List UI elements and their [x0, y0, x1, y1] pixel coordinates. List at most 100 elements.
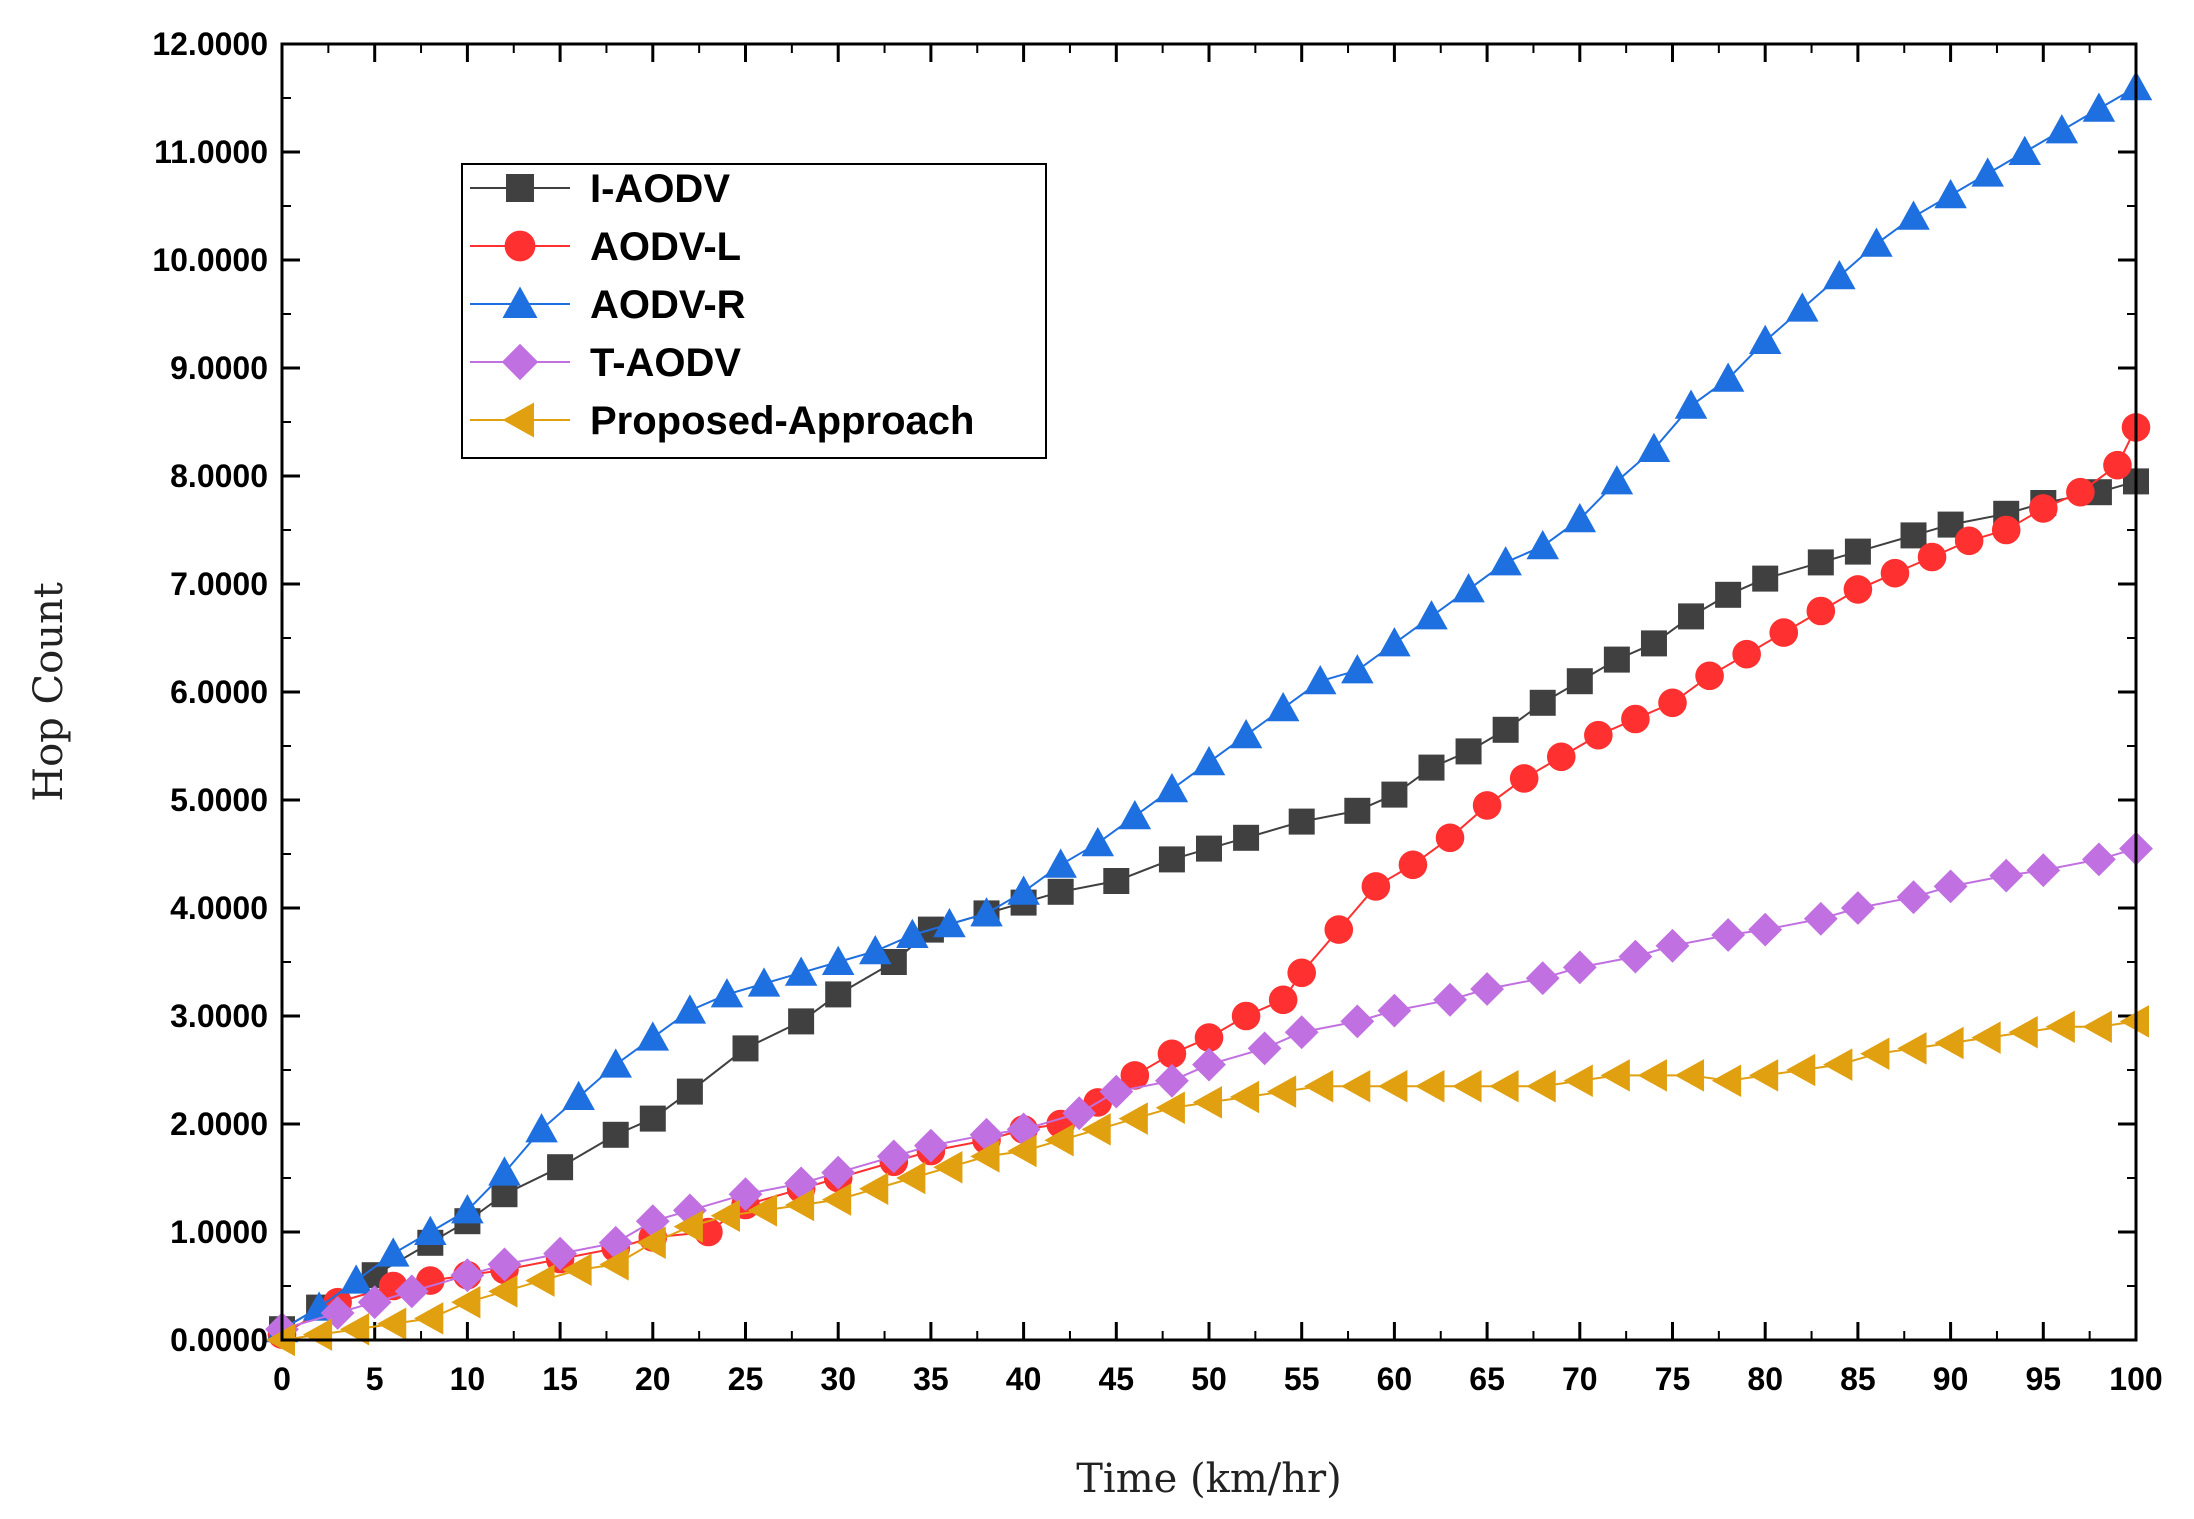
data-point: [1081, 1113, 1111, 1146]
data-point: [1415, 600, 1448, 630]
x-tick-label: 80: [1747, 1361, 1783, 1397]
legend-item: Proposed-Approach: [470, 399, 974, 443]
data-point: [1007, 875, 1040, 905]
data-point: [1268, 985, 1298, 1015]
data-point: [1155, 1063, 1189, 1098]
data-point: [394, 1274, 429, 1309]
y-tick-label: 7.0000: [170, 566, 268, 602]
data-point: [1954, 526, 1984, 556]
data-point: [1247, 1031, 1282, 1066]
data-point: [876, 1139, 911, 1174]
data-point: [1695, 661, 1724, 691]
x-tick-label: 45: [1099, 1361, 1135, 1397]
x-tick-labels: 0 5 10 15 20 25 30 35 40 45 50 55 60 65 70 75 80 85 90 95 10…: [273, 1361, 2163, 1397]
x-tick-label: 35: [913, 1361, 949, 1397]
data-point: [1563, 502, 1597, 533]
y-tick-labels: 0.0000 1.0000 2.0000 3.0000 4.0000 5.0000 6.00…: [152, 26, 268, 1358]
data-point: [970, 1140, 1000, 1173]
data-point: [376, 1237, 410, 1267]
x-axis-title: Time (km/hr): [1076, 1456, 1342, 1502]
data-point: [933, 1150, 963, 1184]
data-point: [547, 1154, 574, 1181]
data-point: [728, 1177, 763, 1212]
data-point: [859, 934, 892, 965]
data-point: [1233, 824, 1260, 851]
data-point: [1752, 565, 1779, 592]
y-tick-label: 0.0000: [170, 1322, 268, 1358]
data-point: [635, 1204, 670, 1239]
data-point: [451, 1194, 484, 1224]
data-point: [1529, 689, 1556, 716]
y-tick-label: 3.0000: [170, 998, 268, 1034]
data-point: [784, 1166, 819, 1201]
data-point: [1732, 639, 1761, 669]
data-point: [1546, 742, 1576, 772]
legend-item: I-AODV: [470, 167, 730, 211]
x-tick-label: 70: [1562, 1361, 1598, 1397]
data-point: [525, 1113, 558, 1143]
data-point: [639, 1105, 666, 1132]
data-point: [1934, 178, 1967, 209]
data-point: [747, 1194, 778, 1227]
data-point: [821, 1155, 856, 1190]
data-point: [970, 897, 1003, 927]
data-point: [1525, 961, 1560, 996]
data-point: [1103, 868, 1130, 894]
plot-series: [265, 70, 2153, 1357]
data-point: [1803, 901, 1838, 936]
data-point: [1192, 745, 1226, 776]
data-point: [1266, 691, 1300, 722]
data-point: [1288, 808, 1315, 835]
data-point: [636, 1226, 666, 1260]
data-point: [1843, 575, 1873, 604]
data-point: [710, 978, 744, 1008]
data-point: [1748, 324, 1782, 354]
x-tick-label: 25: [728, 1361, 764, 1397]
data-point: [747, 967, 781, 997]
data-point: [1361, 872, 1391, 901]
data-point: [1303, 664, 1337, 695]
x-tick-label: 60: [1377, 1361, 1413, 1397]
data-point: [1637, 432, 1671, 462]
y-tick-label: 10.0000: [152, 242, 268, 278]
data-point: [487, 1247, 522, 1282]
data-point: [1047, 878, 1074, 905]
legend: I-AODV AODV-L AODV-R T-AODV Proposed-Approac…: [461, 163, 1047, 459]
x-tick-label: 20: [635, 1361, 671, 1397]
data-point: [1806, 596, 1836, 626]
data-point: [732, 1035, 759, 1062]
data-point: [1711, 362, 1745, 392]
data-point: [1344, 797, 1371, 824]
legend-label: T-AODV: [590, 341, 741, 385]
data-point: [1099, 1074, 1134, 1109]
data-point: [1120, 1061, 1150, 1090]
data-point: [1229, 1080, 1260, 1114]
data-point: [451, 1285, 481, 1319]
x-tick-label: 40: [1006, 1361, 1042, 1397]
data-point: [1655, 928, 1690, 963]
data-point: [1340, 1004, 1375, 1039]
data-point: [1896, 880, 1931, 915]
data-point: [1991, 515, 2021, 545]
data-point: [1621, 704, 1650, 734]
data-point: [1229, 718, 1263, 749]
data-point: [2082, 92, 2116, 122]
data-point: [1897, 1032, 1927, 1065]
data-point: [1194, 1023, 1224, 1052]
series-aodv-r: [265, 70, 2153, 1343]
data-point: [1860, 227, 1893, 257]
data-point: [825, 981, 852, 1008]
data-point: [1433, 982, 1467, 1017]
legend-item: T-AODV: [470, 341, 741, 385]
data-point: [1435, 823, 1465, 853]
data-point: [1492, 716, 1519, 743]
data-point: [1377, 993, 1412, 1028]
data-point: [1287, 958, 1316, 988]
data-point: [1489, 1069, 1519, 1103]
data-point: [1566, 668, 1593, 695]
data-point: [1081, 826, 1115, 857]
y-tick-label: 12.0000: [152, 26, 268, 62]
y-tick-label: 5.0000: [170, 782, 268, 818]
data-point: [562, 1080, 595, 1110]
data-point: [1807, 549, 1834, 576]
